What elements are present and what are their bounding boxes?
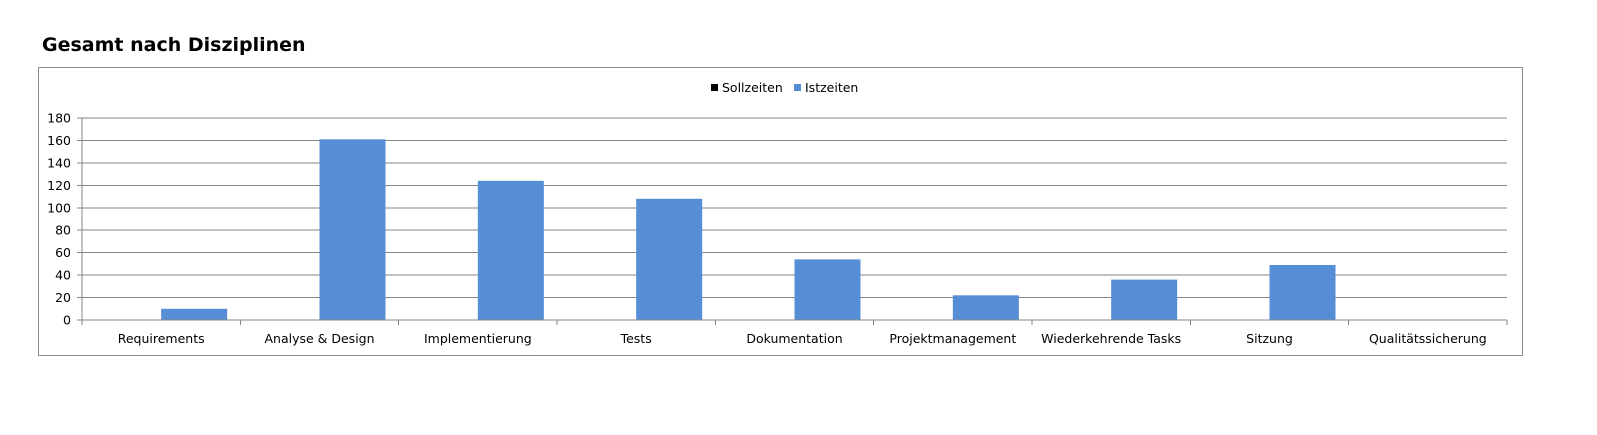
bar-istzeiten-5	[952, 295, 1019, 320]
bar-istzeiten-4	[794, 259, 861, 320]
legend-label-istzeiten: Istzeiten	[805, 80, 858, 95]
y-tick-label: 20	[55, 290, 71, 305]
y-tick-label: 0	[63, 313, 71, 328]
bar-istzeiten-1	[319, 139, 386, 320]
chart-area: 0 20 40 60 80 100 120 140 160 180 Requirements Anal…	[38, 67, 1523, 356]
y-tick-label: 140	[47, 155, 71, 170]
bar-istzeiten-6	[1111, 279, 1178, 320]
x-tick-label: Tests	[620, 331, 652, 346]
y-tick-label: 100	[47, 200, 71, 215]
legend-swatch-istzeiten	[794, 84, 801, 91]
x-tick-label: Implementierung	[424, 331, 532, 346]
bar-chart: 0 20 40 60 80 100 120 140 160 180 Requirements Anal…	[47, 80, 1508, 346]
y-tick-label: 160	[47, 133, 71, 148]
x-tick-label: Qualitätssicherung	[1369, 331, 1487, 346]
page-title: Gesamt nach Disziplinen	[42, 34, 306, 56]
x-tick-label: Sitzung	[1246, 331, 1293, 346]
x-tick-label: Wiederkehrende Tasks	[1041, 331, 1181, 346]
bar-istzeiten-7	[1269, 265, 1336, 320]
legend-label-sollzeiten: Sollzeiten	[722, 80, 783, 95]
legend-swatch-sollzeiten	[711, 84, 718, 91]
bar-istzeiten-3	[636, 198, 703, 320]
bar-istzeiten-2	[477, 180, 544, 320]
y-tick-label: 80	[55, 223, 71, 238]
y-tick-label: 180	[47, 111, 71, 126]
y-tick-label: 40	[55, 268, 71, 283]
y-tick-label: 60	[55, 245, 71, 260]
x-tick-label: Requirements	[118, 331, 205, 346]
x-tick-label: Projektmanagement	[889, 331, 1016, 346]
x-tick-label: Analyse & Design	[264, 331, 374, 346]
y-tick-label: 120	[47, 178, 71, 193]
x-tick-label: Dokumentation	[746, 331, 842, 346]
bar-istzeiten-0	[161, 308, 228, 320]
